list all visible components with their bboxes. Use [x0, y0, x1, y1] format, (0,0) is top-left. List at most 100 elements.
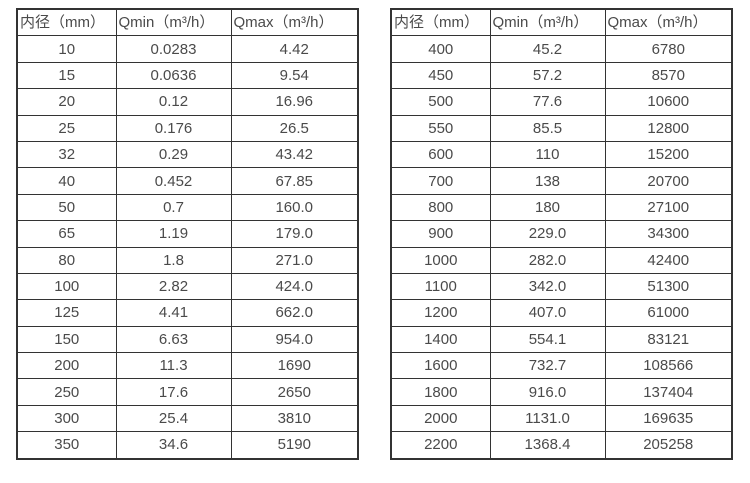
- cell: 0.29: [115, 140, 232, 169]
- cell: 83121: [604, 325, 733, 354]
- cell: 550: [390, 114, 491, 142]
- cell: 700: [390, 167, 491, 195]
- table-row: 550 85.5 12800: [390, 114, 733, 142]
- cell: 16.96: [230, 88, 359, 116]
- cell: 160.0: [230, 193, 359, 222]
- cell: 1600: [390, 352, 491, 380]
- cell: 1000: [390, 246, 491, 274]
- table-row: 40 0.452 67.85: [16, 167, 359, 195]
- cell: 1690: [230, 352, 359, 380]
- header-row: 内径（mm） Qmin（m³/h） Qmax（m³/h）: [390, 8, 733, 37]
- cell: 51300: [604, 272, 733, 301]
- table-row: 150 6.63 954.0: [16, 325, 359, 354]
- cell: 0.452: [115, 167, 232, 195]
- column-header: 内径（mm）: [390, 8, 491, 37]
- cell: 916.0: [489, 378, 606, 406]
- cell: 25: [16, 114, 117, 142]
- table-row: 350 34.6 5190: [16, 431, 359, 460]
- header-row: 内径（mm） Qmin（m³/h） Qmax（m³/h）: [16, 8, 359, 37]
- cell: 407.0: [489, 299, 606, 327]
- cell: 43.42: [230, 140, 359, 169]
- cell: 50: [16, 193, 117, 222]
- cell: 1400: [390, 325, 491, 354]
- cell: 6.63: [115, 325, 232, 354]
- cell: 150: [16, 325, 117, 354]
- cell: 400: [390, 35, 491, 63]
- table-row: 200 11.3 1690: [16, 352, 359, 380]
- cell: 10: [16, 35, 117, 63]
- cell: 1100: [390, 272, 491, 301]
- cell: 80: [16, 246, 117, 274]
- column-header: Qmin（m³/h）: [115, 8, 232, 37]
- column-header: Qmax（m³/h）: [604, 8, 733, 37]
- cell: 40: [16, 167, 117, 195]
- cell: 61000: [604, 299, 733, 327]
- cell: 20700: [604, 167, 733, 195]
- cell: 15: [16, 61, 117, 90]
- table-row: 500 77.6 10600: [390, 88, 733, 116]
- table-row: 10 0.0283 4.42: [16, 35, 359, 63]
- cell: 954.0: [230, 325, 359, 354]
- table-row: 50 0.7 160.0: [16, 193, 359, 222]
- column-header: Qmax（m³/h）: [230, 8, 359, 37]
- table-row: 125 4.41 662.0: [16, 299, 359, 327]
- cell: 662.0: [230, 299, 359, 327]
- table-row: 32 0.29 43.42: [16, 140, 359, 169]
- table-row: 1400 554.1 83121: [390, 325, 733, 354]
- cell: 45.2: [489, 35, 606, 63]
- table-row: 900 229.0 34300: [390, 220, 733, 248]
- cell: 5190: [230, 431, 359, 460]
- cell: 6780: [604, 35, 733, 63]
- cell: 11.3: [115, 352, 232, 380]
- cell: 342.0: [489, 272, 606, 301]
- cell: 300: [16, 404, 117, 433]
- cell: 282.0: [489, 246, 606, 274]
- cell: 20: [16, 88, 117, 116]
- table-row: 1800 916.0 137404: [390, 378, 733, 406]
- cell: 8570: [604, 61, 733, 90]
- table-row: 2000 1131.0 169635: [390, 404, 733, 433]
- flow-table-small-diameters: 内径（mm） Qmin（m³/h） Qmax（m³/h） 10 0.0283 4.42 15…: [16, 8, 359, 460]
- cell: 17.6: [115, 378, 232, 406]
- cell: 1800: [390, 378, 491, 406]
- table-row: 100 2.82 424.0: [16, 272, 359, 301]
- cell: 27100: [604, 193, 733, 222]
- cell: 2200: [390, 431, 491, 460]
- table-row: 15 0.0636 9.54: [16, 61, 359, 90]
- cell: 0.0283: [115, 35, 232, 63]
- cell: 180: [489, 193, 606, 222]
- cell: 900: [390, 220, 491, 248]
- cell: 179.0: [230, 220, 359, 248]
- cell: 229.0: [489, 220, 606, 248]
- table-row: 1200 407.0 61000: [390, 299, 733, 327]
- table-row: 300 25.4 3810: [16, 404, 359, 433]
- cell: 67.85: [230, 167, 359, 195]
- flow-rate-spec-page: 内径（mm） Qmin（m³/h） Qmax（m³/h） 10 0.0283 4.42 15…: [16, 8, 733, 460]
- table-row: 1100 342.0 51300: [390, 272, 733, 301]
- cell: 0.176: [115, 114, 232, 142]
- cell: 2.82: [115, 272, 232, 301]
- table-row: 600 110 15200: [390, 140, 733, 169]
- table-row: 700 138 20700: [390, 167, 733, 195]
- cell: 0.0636: [115, 61, 232, 90]
- table-row: 1000 282.0 42400: [390, 246, 733, 274]
- cell: 138: [489, 167, 606, 195]
- cell: 200: [16, 352, 117, 380]
- cell: 800: [390, 193, 491, 222]
- cell: 554.1: [489, 325, 606, 354]
- cell: 1.19: [115, 220, 232, 248]
- cell: 450: [390, 61, 491, 90]
- table-row: 450 57.2 8570: [390, 61, 733, 90]
- cell: 26.5: [230, 114, 359, 142]
- cell: 1200: [390, 299, 491, 327]
- table-row: 800 180 27100: [390, 193, 733, 222]
- cell: 2650: [230, 378, 359, 406]
- cell: 1368.4: [489, 431, 606, 460]
- column-header: 内径（mm）: [16, 8, 117, 37]
- cell: 3810: [230, 404, 359, 433]
- table-row: 2200 1368.4 205258: [390, 431, 733, 460]
- cell: 65: [16, 220, 117, 248]
- table-row: 20 0.12 16.96: [16, 88, 359, 116]
- flow-table-large-diameters: 内径（mm） Qmin（m³/h） Qmax（m³/h） 400 45.2 6780 450…: [390, 8, 733, 460]
- cell: 42400: [604, 246, 733, 274]
